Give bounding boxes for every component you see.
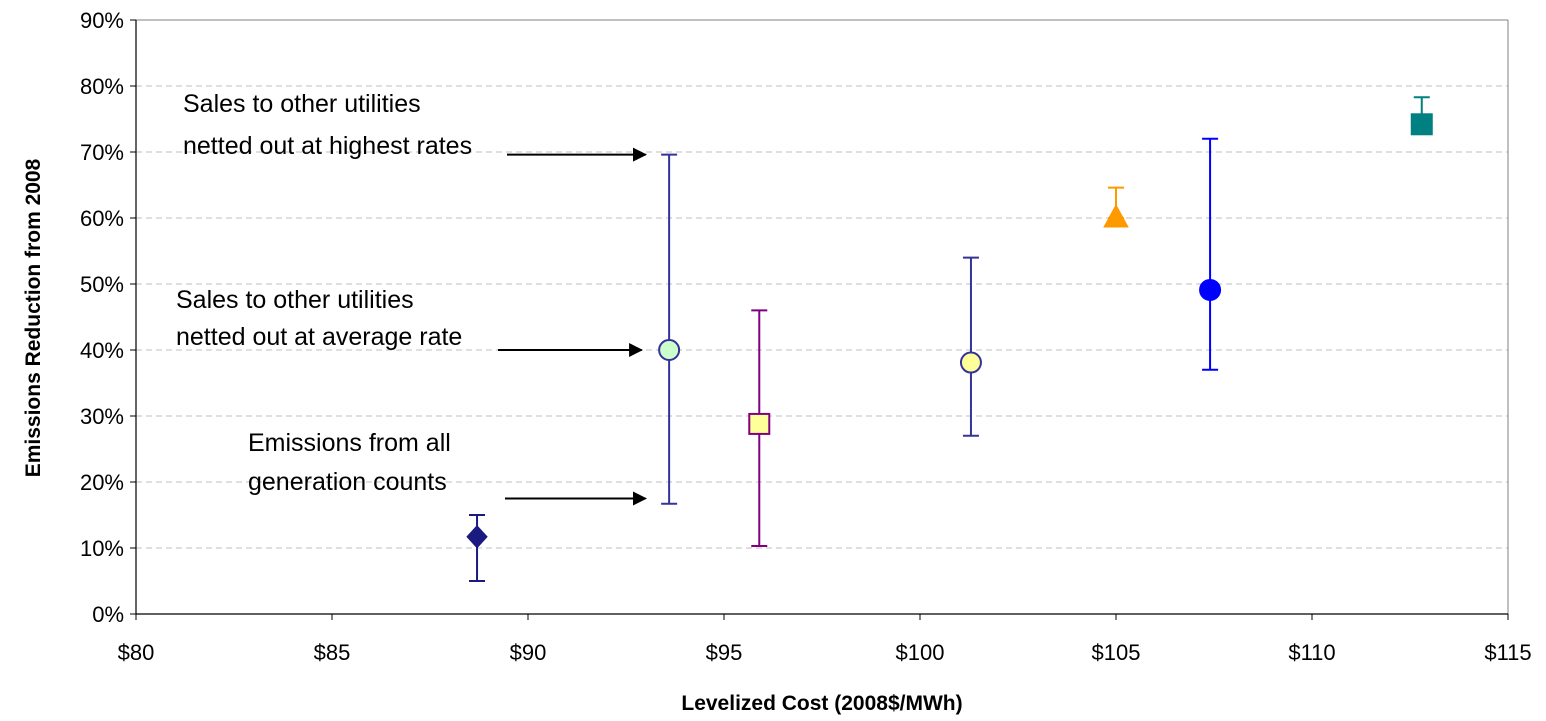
axes	[135, 19, 1509, 615]
circle-marker	[658, 339, 681, 361]
x-tick-label: $105	[1092, 640, 1141, 665]
data-point	[1410, 96, 1433, 136]
annotation: Emissions from all generation counts	[248, 429, 647, 506]
y-tick-label: 90%	[80, 8, 124, 33]
data-point	[466, 514, 488, 582]
annotation-line: Sales to other utilities	[183, 90, 421, 118]
y-tick-label: 10%	[80, 536, 124, 561]
square-marker	[1410, 113, 1433, 136]
x-tick-label: $110	[1288, 640, 1335, 665]
square-marker	[748, 412, 771, 435]
annotation-line: netted out at highest rates	[183, 132, 472, 160]
y-tick-label: 0%	[92, 602, 124, 627]
y-tick-label: 70%	[80, 140, 124, 165]
diamond-marker	[466, 525, 488, 549]
data-point	[658, 153, 681, 505]
triangle-marker	[1103, 203, 1129, 228]
annotation-line: netted out at average rate	[176, 323, 462, 351]
y-tick-label: 40%	[80, 338, 124, 363]
annotations: Sales to other utilities netted out at hi…	[176, 90, 647, 506]
y-tick-label: 60%	[80, 206, 124, 231]
data-series	[466, 96, 1433, 582]
circle-marker	[1199, 278, 1222, 301]
data-point	[1103, 186, 1129, 228]
x-tick-label: $115	[1484, 640, 1531, 665]
data-point	[748, 309, 771, 548]
annotation: Sales to other utilities netted out at hi…	[183, 90, 647, 162]
y-tick-label: 30%	[80, 404, 124, 429]
annotation-line: generation counts	[248, 468, 447, 496]
annotation-line: Sales to other utilities	[176, 286, 414, 314]
x-tick-label: $85	[314, 640, 351, 665]
y-tick-label: 20%	[80, 470, 124, 495]
y-axis-title: Emissions Reduction from 2008	[22, 158, 45, 477]
x-tick-label: $80	[118, 640, 155, 665]
x-tick-label: $100	[896, 640, 945, 665]
y-tick-label: 50%	[80, 272, 124, 297]
annotation-line: Emissions from all	[248, 429, 451, 457]
y-tick-label: 80%	[80, 74, 124, 99]
x-axis-ticks: $80 $85 $90 $95 $100 $105 $110 $115	[118, 614, 1532, 665]
x-tick-label: $90	[510, 640, 547, 665]
annotation: Sales to other utilities netted out at av…	[176, 286, 644, 357]
circle-marker	[959, 351, 982, 374]
data-point	[959, 256, 982, 437]
data-point	[1199, 137, 1222, 371]
x-tick-label: $95	[706, 640, 743, 665]
y-axis-ticks: 0% 10% 20% 30% 40% 50% 60% 70% 80% 90%	[80, 8, 136, 627]
x-axis-title: Levelized Cost (2008$/MWh)	[681, 692, 962, 715]
